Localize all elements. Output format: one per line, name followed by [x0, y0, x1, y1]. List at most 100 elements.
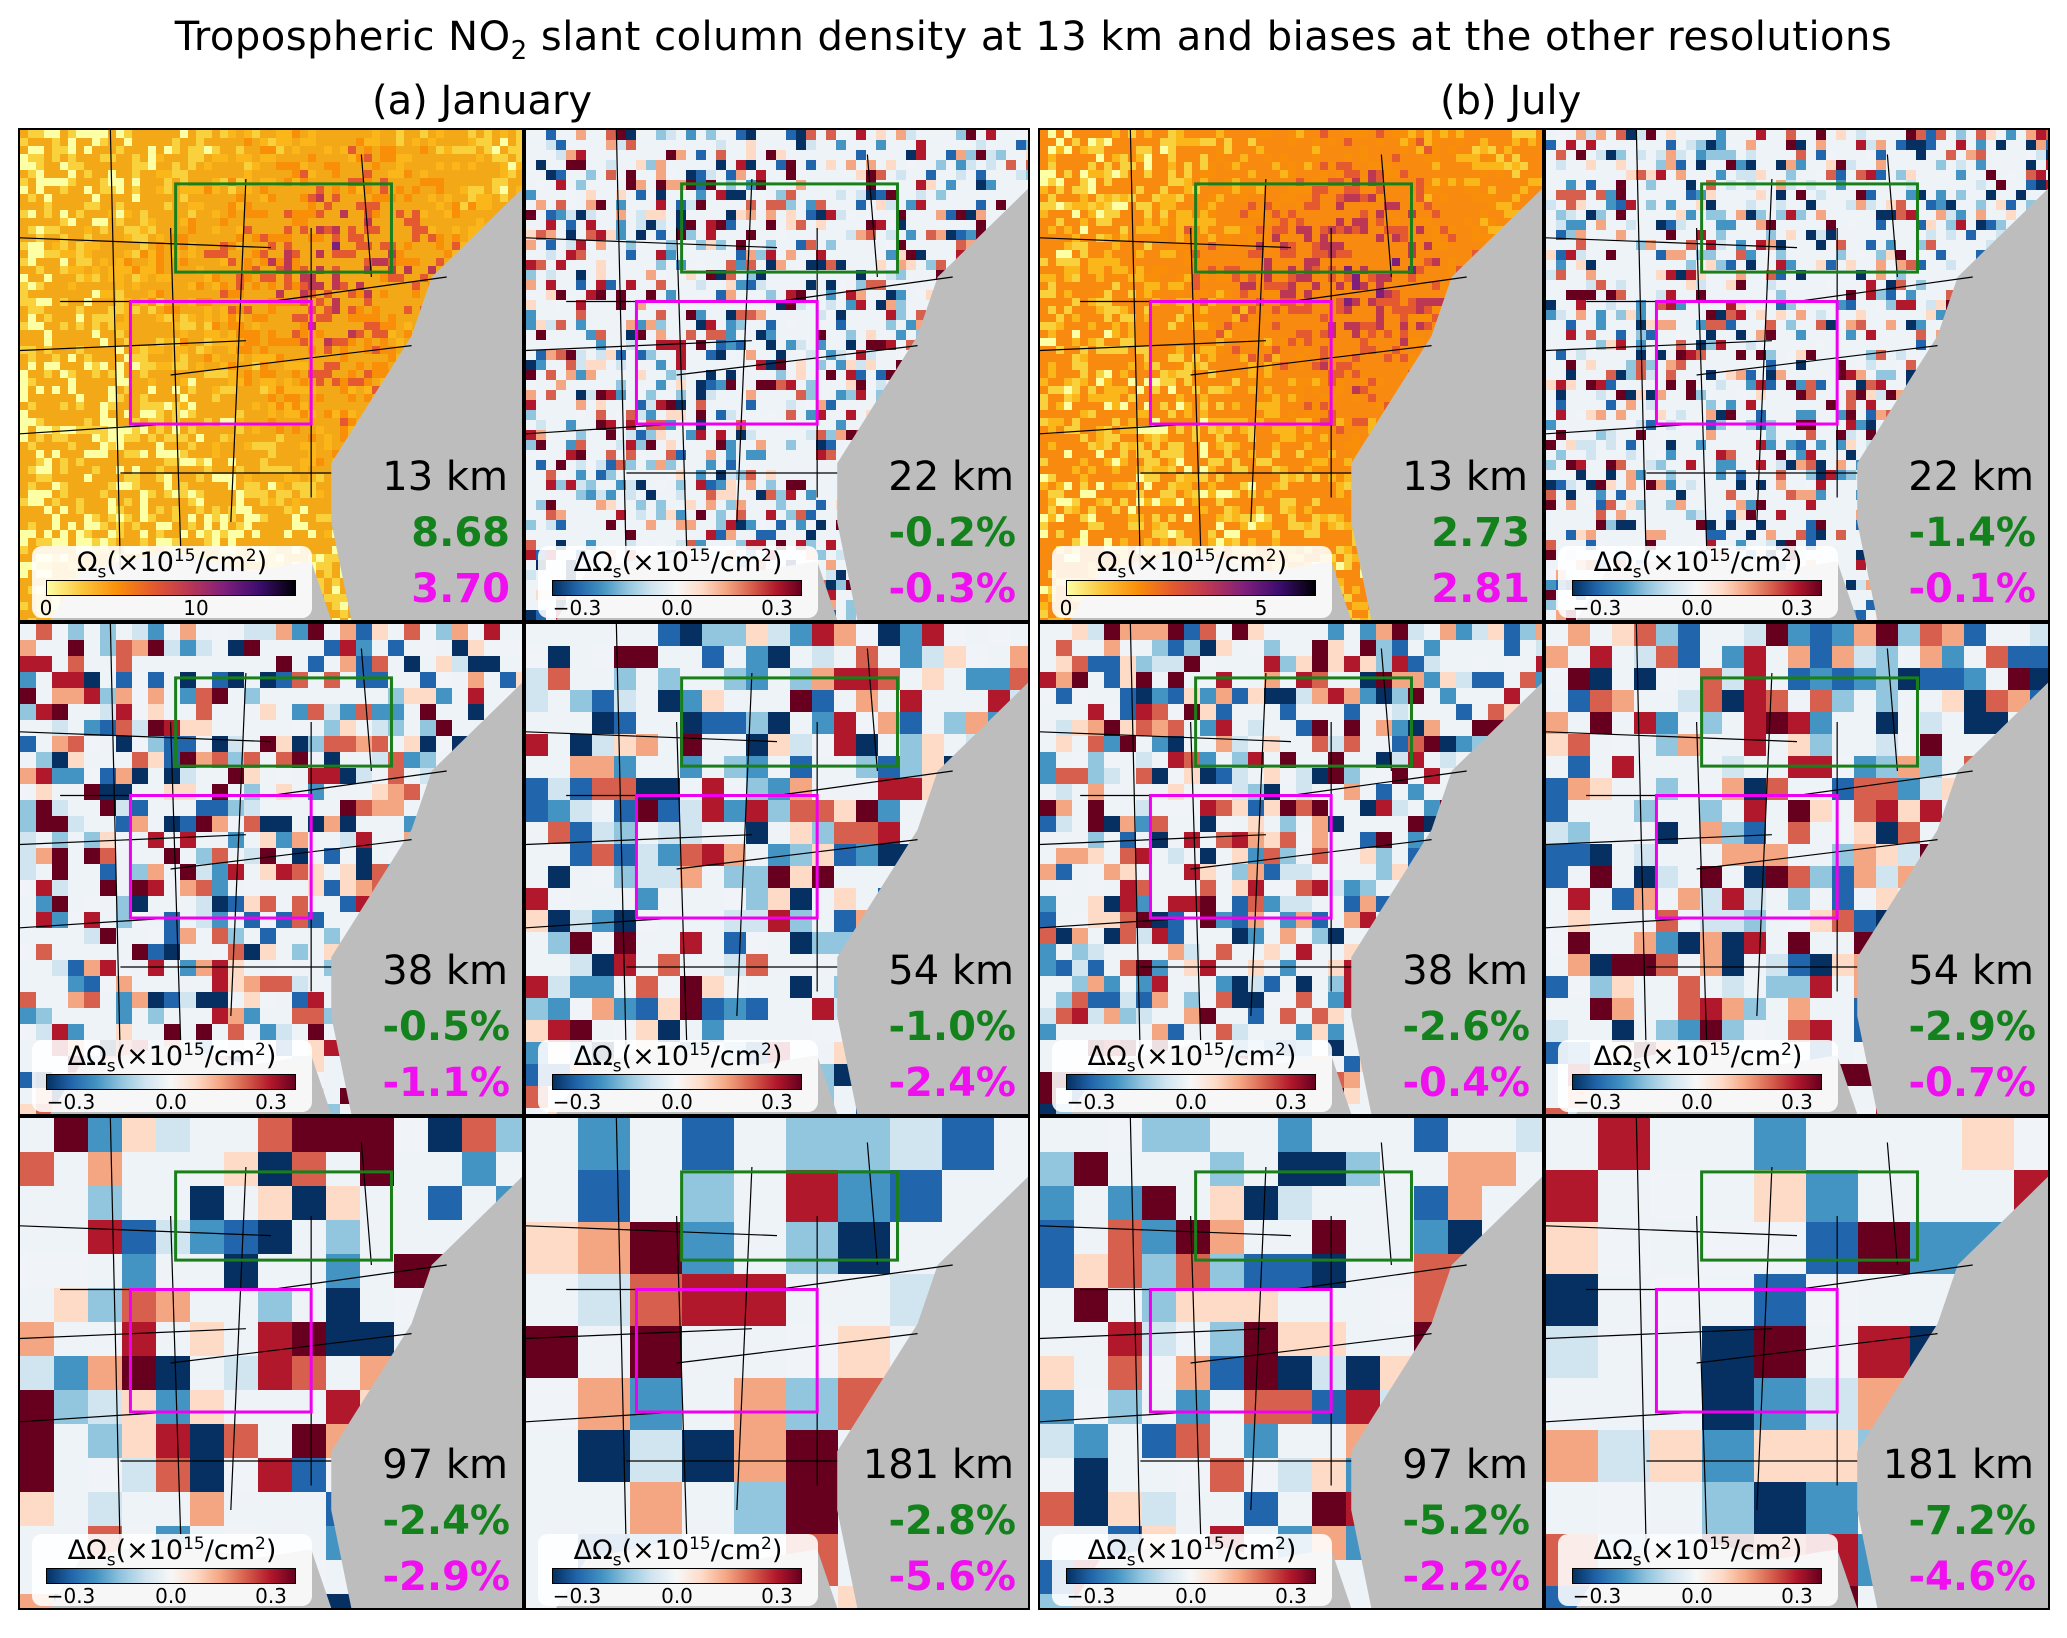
colorbar-tick-label: 0.0 [1175, 1090, 1207, 1114]
map-panel: 22 km -0.2% -0.3% ΔΩs(×1015/cm2) −0.3 0.0 0.3 [524, 128, 1030, 622]
colorbar-ticks: −0.3 0.0 0.3 [552, 1090, 802, 1114]
green-region-box [174, 1170, 393, 1262]
ocean-atlantic [1857, 188, 2048, 620]
green-region-stat: -7.2% [1908, 1498, 2036, 1544]
map-panel: 38 km -0.5% -1.1% ΔΩs(×1015/cm2) −0.3 0.0 0.3 [18, 622, 524, 1116]
map-panel: 97 km -2.4% -2.9% ΔΩs(×1015/cm2) −0.3 0.0 0.3 [18, 1116, 524, 1610]
green-region-box [1700, 676, 1919, 768]
resolution-label: 97 km [382, 1442, 508, 1488]
colorbar: ΔΩs(×1015/cm2) −0.3 0.0 0.3 [32, 1040, 312, 1114]
map-canvas [526, 624, 1028, 1114]
colorbar-tick-label: 0.3 [1781, 1090, 1813, 1114]
resolution-label: 181 km [862, 1442, 1014, 1488]
colorbar-tick-label: 0.3 [255, 1090, 287, 1114]
column-title-july: (b) July [1440, 78, 1582, 124]
colorbar-tick-label: 0.0 [155, 1584, 187, 1608]
magenta-region-box [1654, 300, 1839, 426]
magenta-region-stat: -0.1% [1908, 566, 2036, 612]
magenta-region-stat: -2.9% [382, 1554, 510, 1600]
magenta-region-box [128, 1288, 313, 1414]
colorbar-tick-label: 0.3 [255, 1584, 287, 1608]
colorbar-tick-label: 0.0 [1175, 1584, 1207, 1608]
colorbar: ΔΩs(×1015/cm2) −0.3 0.0 0.3 [1558, 546, 1838, 620]
colorbar-tick-label: 0.3 [1781, 1584, 1813, 1608]
colorbar-tick-label: 0.0 [1681, 1584, 1713, 1608]
colorbar-tick-label: 5 [1254, 596, 1268, 620]
resolution-label: 13 km [382, 454, 508, 500]
colorbar-gradient [552, 580, 802, 596]
green-region-box [1700, 182, 1919, 274]
magenta-region-stat: -0.7% [1908, 1060, 2036, 1106]
colorbar-tick-label: 0.0 [155, 1090, 187, 1114]
ocean-atlantic [331, 682, 522, 1114]
map-canvas [1546, 1118, 2048, 1608]
colorbar: ΔΩs(×1015/cm2) −0.3 0.0 0.3 [1052, 1534, 1332, 1608]
magenta-region-stat: -4.6% [1908, 1554, 2036, 1600]
magenta-region-stat: -2.4% [888, 1060, 1016, 1106]
colorbar-ticks: −0.3 0.0 0.3 [1572, 1090, 1822, 1114]
colorbar-ticks: −0.3 0.0 0.3 [1572, 596, 1822, 620]
colorbar-tick-label: 0.0 [1681, 596, 1713, 620]
magenta-region-stat: 3.70 [411, 566, 510, 612]
map-panel: 54 km -1.0% -2.4% ΔΩs(×1015/cm2) −0.3 0.0 0.3 [524, 622, 1030, 1116]
colorbar-ticks: −0.3 0.0 0.3 [46, 1090, 296, 1114]
colorbar-tick-label: −0.3 [552, 1090, 602, 1114]
colorbar-label: ΔΩs(×1015/cm2) [1087, 1040, 1297, 1077]
green-region-stat: 2.73 [1431, 510, 1530, 556]
colorbar-label: ΔΩs(×1015/cm2) [67, 1040, 277, 1077]
colorbar-gradient [1572, 580, 1822, 596]
resolution-label: 97 km [1402, 1442, 1528, 1488]
map-canvas [1546, 130, 2048, 620]
colorbar: ΔΩs(×1015/cm2) −0.3 0.0 0.3 [538, 546, 818, 620]
colorbar: ΔΩs(×1015/cm2) −0.3 0.0 0.3 [1558, 1534, 1838, 1608]
ocean-atlantic [837, 682, 1028, 1114]
green-region-box [174, 676, 393, 768]
map-panel: 54 km -2.9% -0.7% ΔΩs(×1015/cm2) −0.3 0.0 0.3 [1544, 622, 2050, 1116]
green-region-stat: -2.6% [1402, 1004, 1530, 1050]
column-title-january: (a) January [372, 78, 593, 124]
green-region-box [174, 182, 393, 274]
colorbar-tick-label: 0.3 [761, 1584, 793, 1608]
ocean-atlantic [1351, 188, 1542, 620]
magenta-region-box [1148, 794, 1333, 920]
colorbar-gradient [1572, 1074, 1822, 1090]
colorbar-tick-label: 0.3 [1781, 596, 1813, 620]
magenta-region-box [1654, 1288, 1839, 1414]
magenta-region-box [634, 1288, 819, 1414]
state-borders [1040, 624, 1467, 1066]
colorbar-ticks: −0.3 0.0 0.3 [1066, 1584, 1316, 1608]
colorbar: ΔΩs(×1015/cm2) −0.3 0.0 0.3 [32, 1534, 312, 1608]
map-panel: 181 km -2.8% -5.6% ΔΩs(×1015/cm2) −0.3 0.0 0.3 [524, 1116, 1030, 1610]
green-region-stat: -0.2% [888, 510, 1016, 556]
colorbar-gradient [552, 1074, 802, 1090]
ocean-atlantic [1857, 682, 2048, 1114]
colorbar-tick-label: −0.3 [46, 1090, 96, 1114]
colorbar-tick-label: −0.3 [552, 1584, 602, 1608]
map-panel: 97 km -5.2% -2.2% ΔΩs(×1015/cm2) −0.3 0.0 0.3 [1038, 1116, 1544, 1610]
green-region-stat: -0.5% [382, 1004, 510, 1050]
magenta-region-stat: -2.2% [1402, 1554, 1530, 1600]
magenta-region-stat: 2.81 [1431, 566, 1530, 612]
resolution-label: 13 km [1402, 454, 1528, 500]
colorbar-tick-label: 0.0 [661, 596, 693, 620]
colorbar-label: Ωs(×1015/cm2) [76, 546, 268, 583]
ocean-atlantic [1351, 682, 1542, 1114]
green-region-box [1194, 182, 1413, 274]
colorbar-gradient [1066, 1074, 1316, 1090]
colorbar-gradient [1572, 1568, 1822, 1584]
green-region-stat: -1.4% [1908, 510, 2036, 556]
magenta-region-stat: -1.1% [382, 1060, 510, 1106]
magenta-region-stat: -0.4% [1402, 1060, 1530, 1106]
colorbar: ΔΩs(×1015/cm2) −0.3 0.0 0.3 [1052, 1040, 1332, 1114]
green-region-stat: -5.2% [1402, 1498, 1530, 1544]
colorbar-tick-label: 0.3 [1275, 1584, 1307, 1608]
ocean-atlantic [331, 1176, 522, 1608]
colorbar-ticks: −0.3 0.0 0.3 [1572, 1584, 1822, 1608]
colorbar-tick-label: −0.3 [1066, 1584, 1116, 1608]
colorbar-tick-label: 0 [1059, 596, 1073, 620]
colorbar-gradient [1066, 580, 1316, 596]
colorbar: ΔΩs(×1015/cm2) −0.3 0.0 0.3 [538, 1534, 818, 1608]
figure-title: Tropospheric NO2 slant column density at… [174, 14, 1893, 66]
map-panel: 13 km 2.73 2.81 Ωs(×1015/cm2) 0 5 [1038, 128, 1544, 622]
state-borders [1040, 1118, 1467, 1560]
